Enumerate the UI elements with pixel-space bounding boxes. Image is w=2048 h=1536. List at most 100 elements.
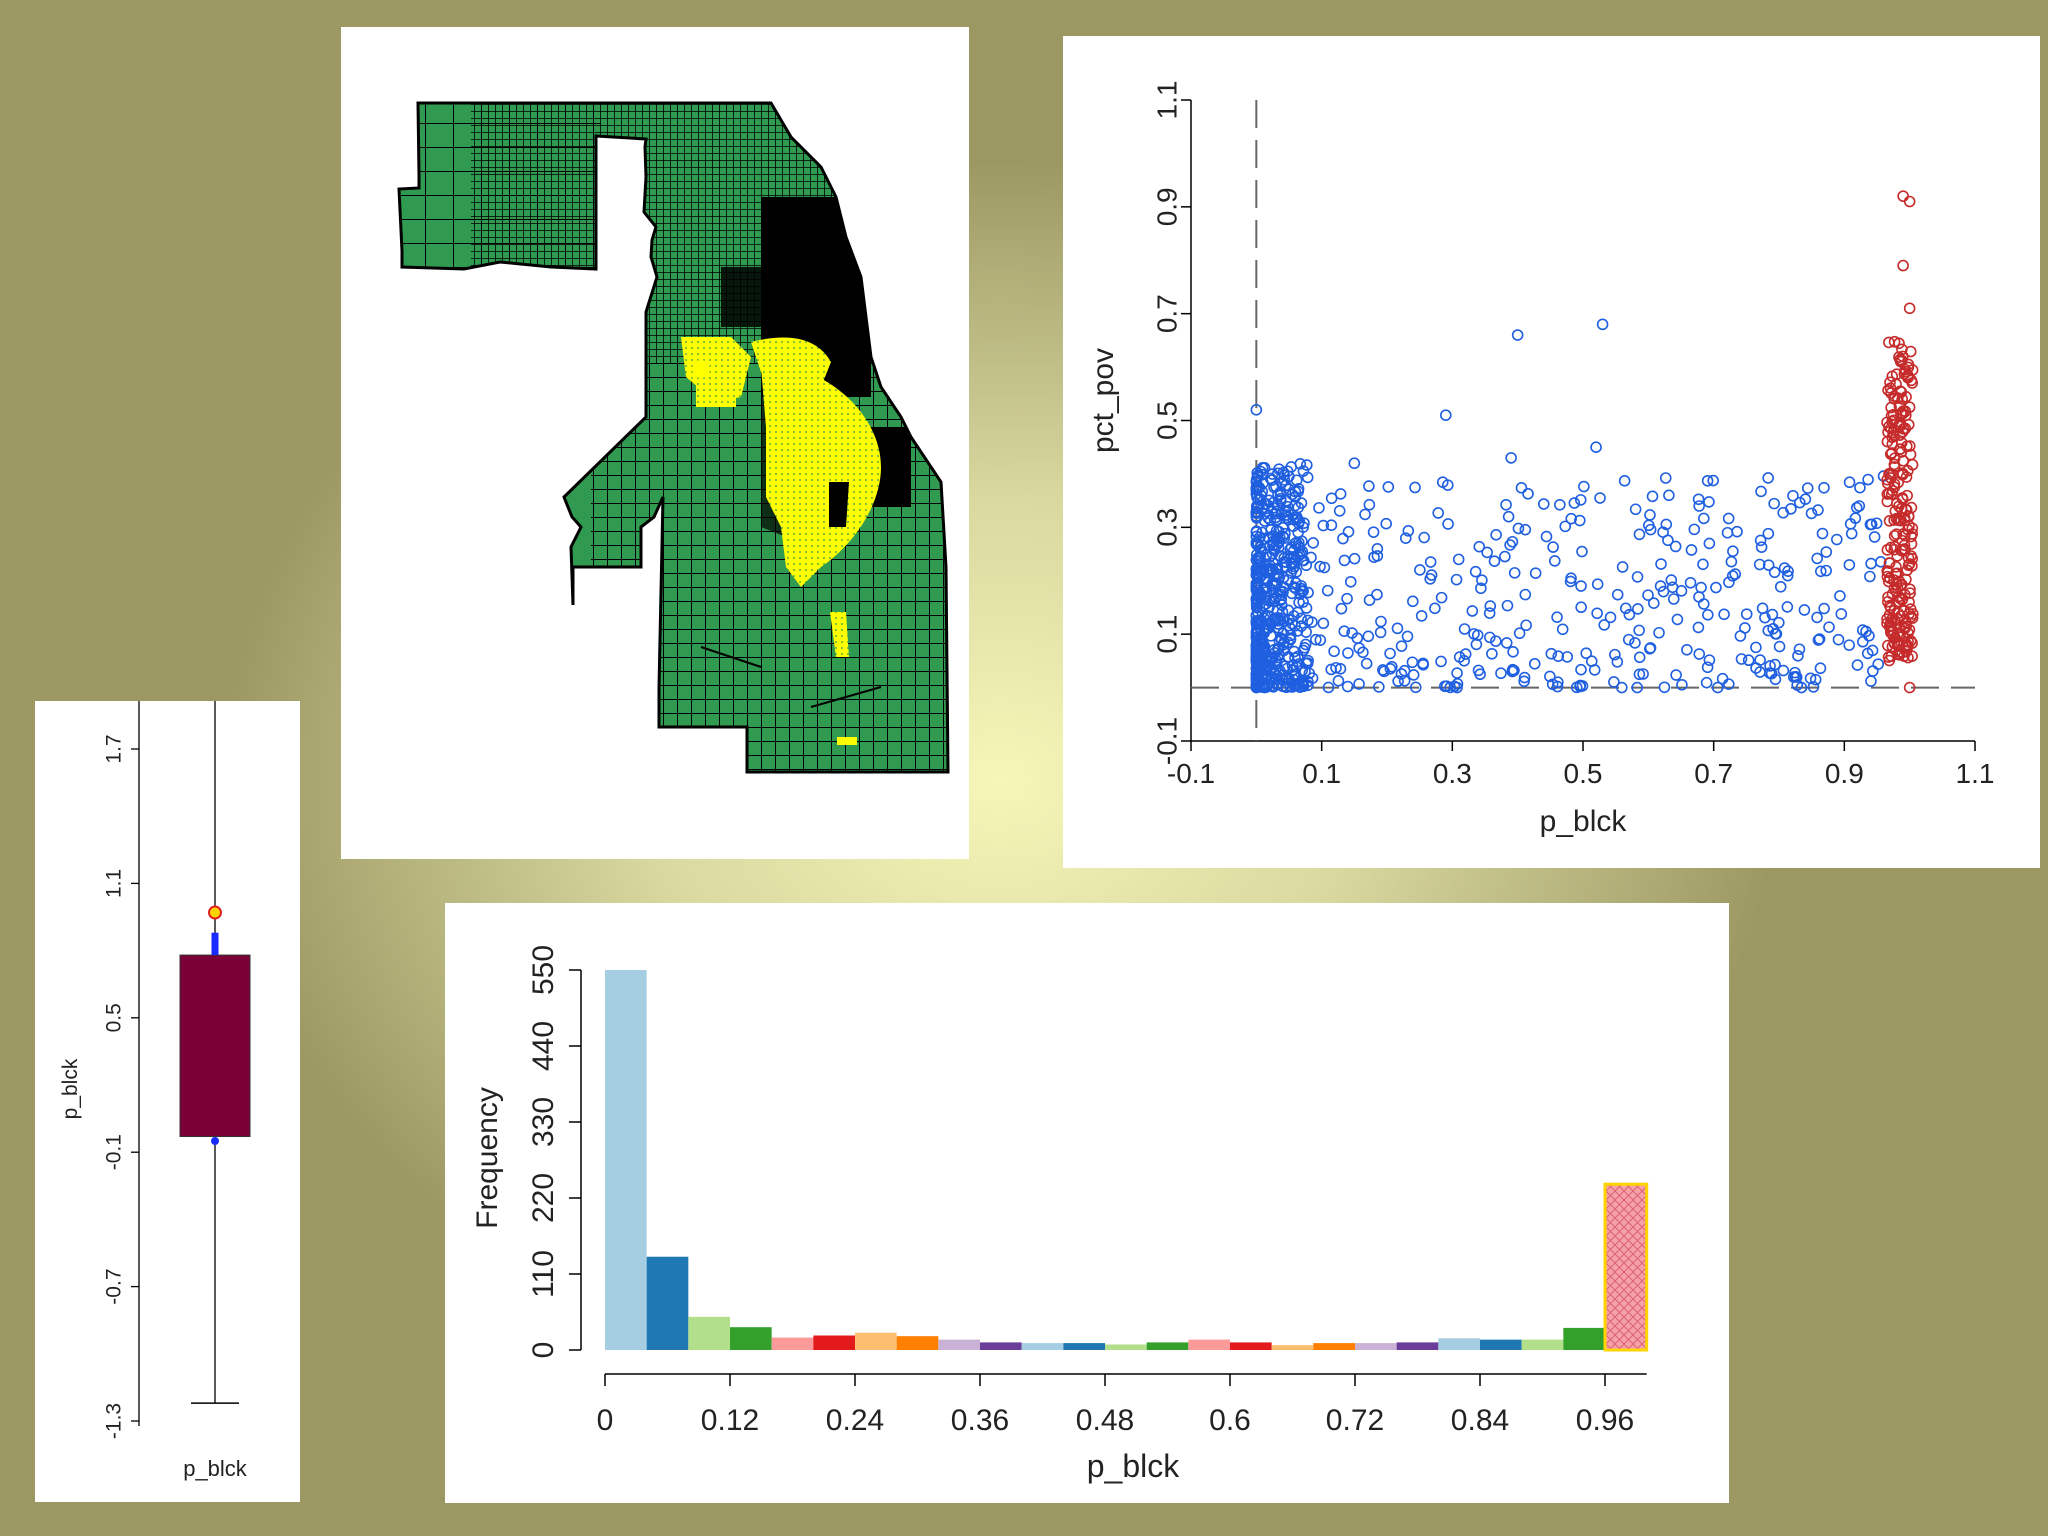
red-point bbox=[1895, 407, 1907, 420]
red-point bbox=[1902, 559, 1915, 572]
blue-point bbox=[1669, 540, 1682, 553]
blue-point bbox=[1865, 557, 1877, 570]
blue-point bbox=[1250, 581, 1263, 593]
y-tick-label: 1.1 bbox=[1151, 81, 1182, 120]
blue-point bbox=[1722, 512, 1735, 525]
blue-point bbox=[1391, 622, 1404, 635]
blue-point bbox=[1250, 596, 1263, 609]
x-tick-label: 0.48 bbox=[1076, 1404, 1134, 1437]
red-point bbox=[1883, 515, 1896, 527]
blue-point bbox=[1333, 505, 1346, 517]
blue-point bbox=[1300, 626, 1312, 638]
blue-point bbox=[1633, 651, 1646, 664]
blue-point bbox=[1499, 550, 1511, 563]
red-point bbox=[1885, 401, 1897, 414]
blue-point bbox=[1268, 544, 1281, 557]
x-tick-label: 0.7 bbox=[1694, 758, 1733, 789]
blue-point bbox=[1289, 512, 1302, 524]
blue-point bbox=[1337, 532, 1349, 545]
blue-point bbox=[1362, 630, 1375, 643]
blue-point bbox=[1611, 656, 1624, 668]
blue-point bbox=[1781, 601, 1794, 613]
blue-point bbox=[1250, 569, 1263, 582]
blue-point bbox=[1809, 673, 1822, 686]
blue-point bbox=[1580, 647, 1593, 660]
blue-point bbox=[1270, 539, 1283, 551]
blue-point bbox=[1262, 499, 1275, 512]
scatter-plot: -0.1 0.1 0.3 0.5 0.7 0.9 1.1 -0.1 0.1 0.3 0.5 0.7 0.… bbox=[1087, 81, 1994, 838]
blue-point bbox=[1424, 556, 1437, 568]
red-point bbox=[1906, 650, 1918, 662]
y-axis-title: pct_pov bbox=[1087, 348, 1120, 453]
red-point bbox=[1890, 528, 1903, 540]
blue-point bbox=[1490, 529, 1502, 541]
blue-point bbox=[1357, 646, 1369, 659]
blue-point bbox=[1395, 668, 1408, 680]
blue-point bbox=[1663, 489, 1675, 502]
blue-point bbox=[1341, 592, 1353, 605]
blue-point bbox=[1697, 598, 1710, 610]
y-tick-label: 550 bbox=[527, 945, 560, 995]
blue-point bbox=[1262, 669, 1274, 682]
blue-point bbox=[1764, 660, 1776, 672]
blue-point bbox=[1551, 611, 1563, 623]
y-tick-label: 220 bbox=[527, 1173, 560, 1223]
blue-point bbox=[1338, 554, 1351, 567]
red-point bbox=[1906, 528, 1919, 540]
blue-point bbox=[1256, 462, 1269, 474]
red-point bbox=[1904, 583, 1916, 596]
blue-point bbox=[1321, 584, 1334, 597]
red-point bbox=[1892, 514, 1904, 526]
blue-point bbox=[1278, 532, 1291, 544]
blue-point bbox=[1575, 663, 1587, 676]
blue-point bbox=[1856, 624, 1869, 636]
histogram-bar bbox=[1480, 1339, 1522, 1350]
red-point bbox=[1883, 336, 1895, 349]
red-point bbox=[1882, 591, 1894, 603]
blue-point bbox=[1735, 653, 1748, 665]
y-tick-label: 440 bbox=[527, 1021, 560, 1071]
blue-point bbox=[1363, 480, 1375, 492]
blue-point bbox=[1769, 673, 1782, 686]
histogram-bar bbox=[1355, 1343, 1397, 1350]
histogram-panel: 0 0.12 0.24 0.36 0.48 0.6 0.72 0.84 0.96 0 110 220 3… bbox=[445, 903, 1729, 1503]
red-point bbox=[1888, 390, 1901, 402]
blue-point bbox=[1537, 498, 1550, 510]
x-tick-label: 0.96 bbox=[1576, 1404, 1634, 1437]
red-point bbox=[1884, 448, 1897, 460]
blue-point bbox=[1801, 482, 1814, 494]
blue-point bbox=[1251, 627, 1264, 640]
red-point bbox=[1885, 387, 1897, 399]
blue-point bbox=[1616, 681, 1628, 694]
blue-point bbox=[1823, 621, 1835, 633]
blue-point bbox=[1310, 633, 1322, 646]
boxplot-panel: -1.3 -0.7 -0.1 0.5 1.1 1.7 p_blck p_blck bbox=[35, 701, 300, 1502]
blue-point bbox=[1576, 545, 1588, 558]
blue-point bbox=[1250, 609, 1263, 621]
blue-point bbox=[1695, 581, 1707, 594]
blue-point bbox=[1290, 536, 1303, 549]
blue-point bbox=[1768, 497, 1780, 510]
blue-point bbox=[1295, 612, 1307, 625]
red-point bbox=[1882, 651, 1895, 663]
blue-point bbox=[1374, 626, 1387, 639]
blue-point bbox=[1671, 613, 1684, 626]
blue-point bbox=[1633, 668, 1646, 681]
y-tick-label: 110 bbox=[527, 1250, 560, 1298]
blue-point bbox=[1289, 485, 1302, 498]
blue-point bbox=[1476, 574, 1488, 587]
blue-point bbox=[1291, 513, 1303, 526]
x-tick-label: 0 bbox=[597, 1404, 614, 1437]
x-axis-title: p_blck bbox=[1087, 1448, 1181, 1484]
blue-point bbox=[1805, 507, 1818, 520]
blue-point bbox=[1515, 482, 1528, 494]
red-point bbox=[1893, 351, 1905, 363]
blue-point bbox=[1768, 566, 1781, 579]
y-tick-label: 1.1 bbox=[103, 869, 126, 898]
blue-point bbox=[1609, 648, 1621, 661]
blue-point bbox=[1334, 488, 1347, 500]
red-point bbox=[1897, 423, 1910, 435]
blue-point bbox=[1276, 606, 1289, 618]
red-point bbox=[1892, 595, 1904, 608]
blue-point bbox=[1473, 540, 1486, 553]
